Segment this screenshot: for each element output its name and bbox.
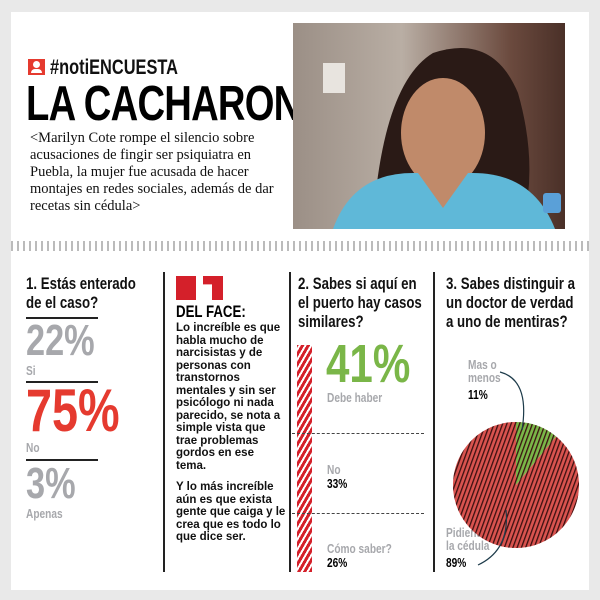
quote-body: Lo increíble es que habla mucho de narci… — [176, 322, 286, 553]
q2-answer-value: 26% — [327, 555, 348, 570]
q2-answer-label: Cómo saber? — [327, 541, 392, 556]
q2-answer-label: No — [327, 462, 341, 477]
woman-photo-illustration — [323, 48, 561, 229]
striped-bar — [297, 345, 312, 572]
person-icon — [28, 59, 45, 75]
q1-answer-label: Si — [26, 363, 36, 378]
dashed-line — [292, 433, 424, 434]
column-separator — [433, 272, 435, 572]
divider — [26, 381, 98, 383]
quote-mark-icon — [176, 276, 196, 300]
q1-answer-label: Apenas — [26, 506, 63, 521]
quote-title: DEL FACE: — [176, 302, 246, 321]
pie-chart — [453, 371, 579, 566]
quote-paragraph: Lo increíble es que habla mucho de narci… — [176, 322, 281, 472]
q1-question: 1. Estás enterado de el caso? — [26, 274, 136, 312]
q1-answer-value: 22% — [26, 316, 95, 365]
pie-slice-hatch — [453, 422, 579, 548]
dashed-line — [292, 513, 424, 514]
column-separator — [163, 272, 165, 572]
hashtag: #notiENCUESTA — [50, 56, 179, 79]
q3-question: 3. Sabes distinguir a un doctor de verda… — [446, 274, 575, 331]
divider — [26, 317, 98, 319]
leader-line — [499, 371, 525, 431]
column-separator — [289, 272, 291, 572]
q1-answer-label: No — [26, 440, 40, 455]
q1-answer-value: 75% — [26, 377, 120, 444]
headline: LA CACHARON! — [26, 77, 313, 131]
pie-label: Mas o menos — [468, 357, 501, 385]
q2-answer-value: 33% — [327, 476, 348, 491]
q1-answer-value: 3% — [26, 459, 76, 508]
q2-answer-value: 41% — [326, 334, 411, 394]
q2-answer-label: Debe haber — [327, 390, 383, 405]
news-photo — [293, 23, 565, 229]
pie-value: 11% — [468, 387, 488, 402]
dashed-divider — [11, 241, 589, 251]
pie-slice-hatch — [516, 422, 557, 485]
q2-question: 2. Sabes si aquí en el puerto hay casos … — [298, 274, 422, 331]
divider — [26, 459, 98, 461]
quote-paragraph: Y lo más increíble aún es que exista gen… — [176, 481, 286, 543]
pie-value: 89% — [446, 555, 467, 570]
leader-line — [477, 509, 508, 566]
lede: <Marilyn Cote rompe el silencio sobre ac… — [30, 130, 274, 214]
